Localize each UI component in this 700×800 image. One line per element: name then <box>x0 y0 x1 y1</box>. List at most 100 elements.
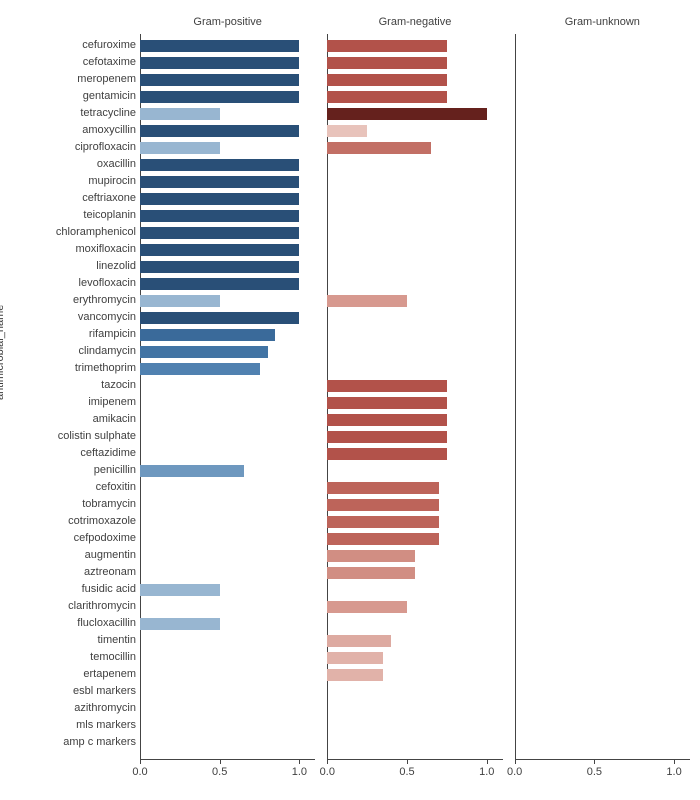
panel-gram-unknown: Gram-unknown 0.00.51.0 <box>515 34 690 760</box>
bar <box>140 465 244 477</box>
x-tick-mark <box>487 760 488 764</box>
y-tick-label: ceftriaxone <box>82 192 136 204</box>
bar <box>327 91 447 103</box>
y-tick-label: azithromycin <box>74 702 136 714</box>
bar <box>327 380 447 392</box>
panel-title: Gram-negative <box>327 16 502 28</box>
bar <box>140 227 299 239</box>
x-tick-mark <box>299 760 300 764</box>
bar <box>327 414 447 426</box>
bar <box>140 40 299 52</box>
y-tick-label: cefpodoxime <box>74 532 136 544</box>
y-tick-label: mls markers <box>76 719 136 731</box>
x-tick-label: 0.5 <box>587 766 602 778</box>
x-tick-label: 1.0 <box>666 766 681 778</box>
y-tick-label: flucloxacillin <box>77 617 136 629</box>
bar <box>327 669 383 681</box>
bar <box>327 516 439 528</box>
y-tick-label: vancomycin <box>78 311 136 323</box>
bar <box>327 142 431 154</box>
bar <box>327 40 447 52</box>
panel-gram-positive: Gram-positive 0.00.51.0 <box>140 34 315 760</box>
bar <box>140 346 268 358</box>
panel-title: Gram-unknown <box>515 16 690 28</box>
bar <box>140 57 299 69</box>
panel-gram-negative: Gram-negative 0.00.51.0 <box>327 34 502 760</box>
y-tick-label: ceftazidime <box>80 447 136 459</box>
y-axis-label: antimicrobial_name <box>0 305 6 400</box>
bar <box>140 159 299 171</box>
bar <box>327 601 407 613</box>
bar <box>327 567 415 579</box>
bar <box>140 278 299 290</box>
panel-title: Gram-positive <box>140 16 315 28</box>
bar <box>327 108 486 120</box>
chart-container: antimicrobial_name cefuroximecefotaximem… <box>10 10 690 790</box>
bar <box>140 618 220 630</box>
bar <box>140 193 299 205</box>
bar <box>327 57 447 69</box>
y-tick-label: linezolid <box>96 260 136 272</box>
bar <box>140 584 220 596</box>
bar <box>140 108 220 120</box>
bar <box>327 635 391 647</box>
x-tick-label: 0.5 <box>399 766 414 778</box>
x-tick-label: 0.0 <box>320 766 335 778</box>
y-tick-label: rifampicin <box>89 328 136 340</box>
y-tick-label: trimethoprim <box>75 362 136 374</box>
x-tick-mark <box>594 760 595 764</box>
x-tick-label: 1.0 <box>479 766 494 778</box>
y-tick-label: timentin <box>97 634 136 646</box>
y-tick-label: clindamycin <box>79 345 136 357</box>
x-tick-mark <box>220 760 221 764</box>
bar <box>327 397 447 409</box>
bar <box>140 261 299 273</box>
x-tick-label: 0.5 <box>212 766 227 778</box>
bar <box>327 482 439 494</box>
bar <box>140 312 299 324</box>
bar <box>140 363 260 375</box>
y-tick-label: mupirocin <box>88 175 136 187</box>
y-tick-label: temocillin <box>90 651 136 663</box>
y-tick-label: augmentin <box>85 549 136 561</box>
axis-spine <box>515 34 516 760</box>
x-tick-label: 1.0 <box>292 766 307 778</box>
x-tick-mark <box>674 760 675 764</box>
bar <box>327 652 383 664</box>
y-tick-label: colistin sulphate <box>58 430 136 442</box>
bar <box>327 125 367 137</box>
bar <box>140 125 299 137</box>
y-tick-label: chloramphenicol <box>56 226 136 238</box>
bar <box>140 74 299 86</box>
y-tick-label: cotrimoxazole <box>68 515 136 527</box>
bar <box>140 91 299 103</box>
y-tick-label: teicoplanin <box>83 209 136 221</box>
bar <box>327 448 447 460</box>
y-tick-label: ciprofloxacin <box>75 141 136 153</box>
y-tick-label: esbl markers <box>73 685 136 697</box>
y-tick-label: fusidic acid <box>82 583 136 595</box>
y-tick-label: cefuroxime <box>82 39 136 51</box>
y-tick-label: penicillin <box>94 464 136 476</box>
bar <box>140 295 220 307</box>
y-tick-label: gentamicin <box>83 90 136 102</box>
y-tick-label: cefoxitin <box>96 481 136 493</box>
y-tick-label: amoxycillin <box>82 124 136 136</box>
y-tick-label: tobramycin <box>82 498 136 510</box>
y-tick-label: amikacin <box>93 413 136 425</box>
x-tick-mark <box>327 760 328 764</box>
y-tick-label: erythromycin <box>73 294 136 306</box>
bar <box>327 533 439 545</box>
x-tick-label: 0.0 <box>132 766 147 778</box>
bar <box>140 329 275 341</box>
bar <box>140 176 299 188</box>
y-tick-label: ertapenem <box>83 668 136 680</box>
y-tick-label: levofloxacin <box>79 277 136 289</box>
bar <box>327 431 447 443</box>
y-tick-label: tazocin <box>101 379 136 391</box>
axis-baseline <box>515 759 690 760</box>
y-tick-label: cefotaxime <box>83 56 136 68</box>
y-axis: cefuroximecefotaximemeropenemgentamicint… <box>10 34 140 760</box>
x-tick-mark <box>407 760 408 764</box>
bar <box>140 244 299 256</box>
